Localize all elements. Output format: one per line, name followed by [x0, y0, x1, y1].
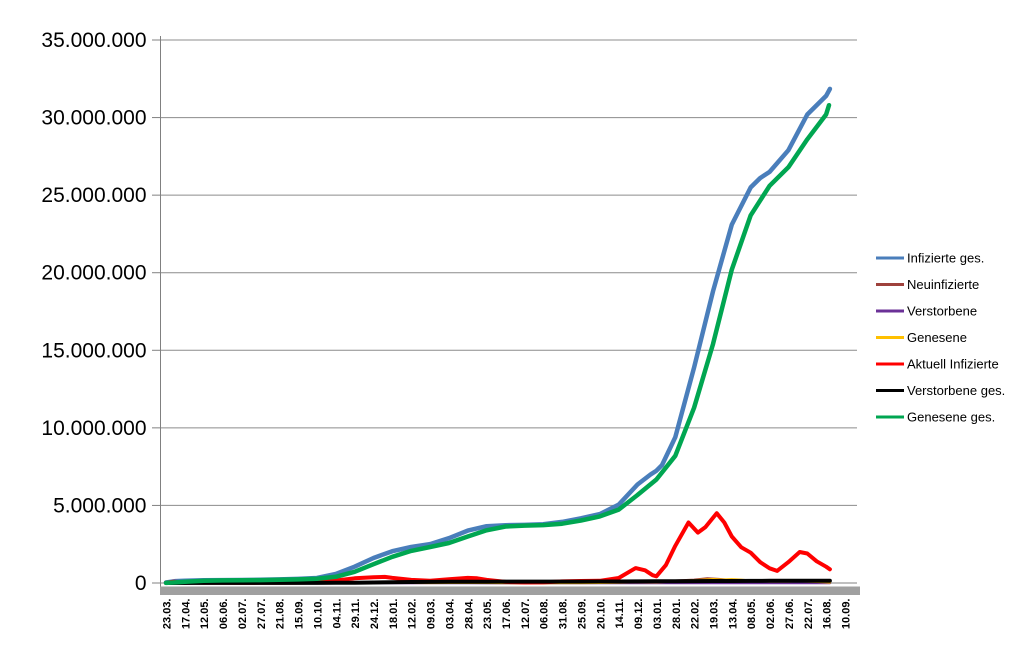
y-tick-label: 15.000.000 [41, 339, 146, 362]
legend-label: Genesene [907, 330, 967, 345]
x-tick-label: 04.11. [331, 599, 343, 629]
x-tick-label: 10.10. [312, 599, 324, 630]
x-tick-label: 17.06. [501, 599, 513, 630]
x-tick-label: 31.08. [558, 599, 570, 630]
x-tick-label: 12.05. [199, 599, 211, 630]
legend-label: Neuinfizierte [907, 277, 979, 292]
legend-label: Infizierte ges. [907, 251, 984, 266]
x-tick-label: 29.11. [350, 599, 362, 629]
legend-item-aktuell-infizierte[interactable]: Aktuell Infizierte [876, 357, 999, 372]
legend-label: Aktuell Infizierte [907, 357, 999, 372]
y-tick-label: 5.000.000 [53, 494, 146, 517]
legend-item-genesene-ges[interactable]: Genesene ges. [876, 410, 995, 425]
x-tick-label: 24.12. [369, 599, 381, 630]
legend-item-verstorbene[interactable]: Verstorbene [876, 304, 977, 319]
x-tick-label: 06.08. [539, 599, 551, 630]
y-tick-label: 0 [135, 572, 147, 595]
x-tick-label: 22.02. [690, 599, 702, 630]
x-tick-label: 03.04. [444, 599, 456, 630]
series-line-genesene-ges [163, 102, 832, 586]
x-tick-label: 12.07. [520, 599, 532, 630]
x-tick-label: 19.03. [708, 599, 720, 630]
x-tick-label: 20.10. [595, 599, 607, 630]
x-tick-label: 17.04. [180, 599, 192, 630]
x-tick-label: 09.03. [426, 599, 438, 630]
x-tick-label: 15.09. [294, 599, 306, 630]
x-tick-label: 18.01. [388, 599, 400, 630]
x-tick-label: 03.01. [652, 599, 664, 630]
x-tick-label: 13.04. [727, 599, 739, 630]
x-tick-label: 06.06. [218, 599, 230, 630]
x-tick-label: 12.02. [407, 599, 419, 630]
y-tick-label: 30.000.000 [41, 107, 146, 130]
x-tick-label: 02.06. [765, 599, 777, 630]
legend-item-verstorbene-ges[interactable]: Verstorbene ges. [876, 383, 1005, 398]
x-tick-label: 21.08. [275, 599, 287, 630]
y-tick-label: 20.000.000 [41, 262, 146, 285]
x-tick-label: 10.09. [841, 599, 853, 630]
x-tick-label: 22.07. [803, 599, 815, 630]
x-tick-label: 23.03. [162, 599, 174, 630]
x-tick-label: 02.07. [237, 599, 249, 630]
x-tick-label: 28.01. [671, 599, 683, 630]
y-tick-label: 35.000.000 [41, 29, 146, 52]
x-tick-label: 28.04. [463, 599, 475, 630]
x-tick-label: 16.08. [822, 599, 834, 630]
category-axis-band [160, 586, 860, 595]
x-tick-label: 09.12. [633, 599, 645, 630]
x-tick-label: 14.11. [614, 599, 626, 629]
legend-item-genesene[interactable]: Genesene [876, 330, 967, 345]
legend-label: Verstorbene ges. [907, 383, 1005, 398]
y-tick-label: 10.000.000 [41, 417, 146, 440]
legend-label: Verstorbene [907, 304, 977, 319]
x-tick-label: 23.05. [482, 599, 494, 630]
legend-label: Genesene ges. [907, 410, 995, 425]
legend-item-infizierte-ges[interactable]: Infizierte ges. [876, 251, 984, 266]
x-tick-label: 27.06. [784, 599, 796, 630]
x-tick-label: 27.07. [256, 599, 268, 630]
x-tick-label: 08.05. [746, 599, 758, 630]
y-tick-label: 25.000.000 [41, 184, 146, 207]
x-tick-label: 25.09. [576, 599, 588, 630]
series-line-verstorbene-ges [164, 578, 832, 585]
series-line-infizierte-ges [163, 86, 833, 585]
legend-item-neuinfizierte[interactable]: Neuinfizierte [876, 277, 979, 292]
